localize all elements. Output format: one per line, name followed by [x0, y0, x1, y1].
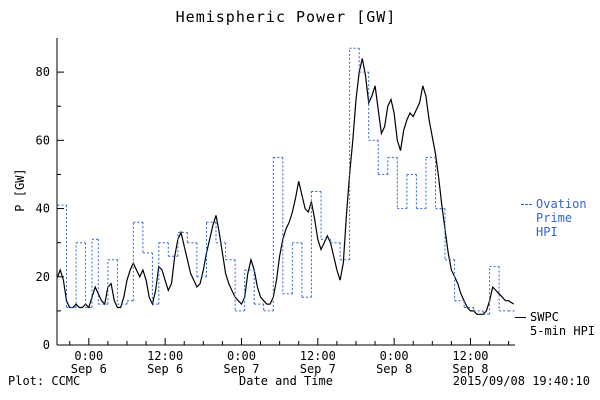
x-tick-time-label: 12:00 [300, 349, 336, 363]
ovation-line-sample-icon [521, 204, 532, 205]
y-tick-label: 40 [36, 202, 50, 216]
x-tick-date-label: Sep 6 [71, 362, 107, 376]
x-tick-time-label: 0:00 [380, 349, 409, 363]
legend-swpc-text-1: SWPC [530, 310, 559, 324]
x-tick-date-label: Sep 7 [300, 362, 336, 376]
y-ticks: 0 20 40 60 80 [36, 65, 64, 352]
chart-title: Hemispheric Power [GW] [175, 8, 397, 26]
x-tick-date-label: Sep 7 [223, 362, 259, 376]
y-tick-label: 80 [36, 65, 50, 79]
x-tick-date-label: Sep 8 [452, 362, 488, 376]
x-tick-time-label: 12:00 [147, 349, 183, 363]
swpc-line-sample-icon [515, 317, 526, 318]
legend-ovation-text-2: Prime HPI [536, 211, 573, 239]
x-tick-time-label: 12:00 [452, 349, 488, 363]
legend-ovation: Ovation Prime HPI [521, 197, 599, 239]
swpc-series-line [57, 58, 515, 315]
plot-source-label: Plot: CCMC [8, 374, 81, 388]
y-tick-label: 60 [36, 133, 50, 147]
y-axis-label: P [GW] [13, 168, 27, 212]
x-axis-label: Date and Time [239, 374, 333, 388]
x-tick-date-label: Sep 6 [147, 362, 183, 376]
ovation-series-step-line [57, 47, 515, 315]
legend-swpc: SWPC 5-min HPI [515, 310, 599, 338]
y-tick-label: 0 [43, 338, 50, 352]
y-tick-label: 20 [36, 270, 50, 284]
x-tick-time-label: 0:00 [227, 349, 256, 363]
legend-ovation-row: Ovation [521, 197, 599, 211]
legend-ovation-text-1: Ovation [536, 197, 587, 211]
x-tick-date-label: Sep 8 [376, 362, 412, 376]
legend-swpc-text-2: 5-min HPI [530, 324, 596, 338]
legend-swpc-row: SWPC [515, 310, 599, 324]
plot-timestamp: 2015/09/08 19:40:10 [452, 374, 590, 388]
x-tick-time-label: 0:00 [74, 349, 103, 363]
